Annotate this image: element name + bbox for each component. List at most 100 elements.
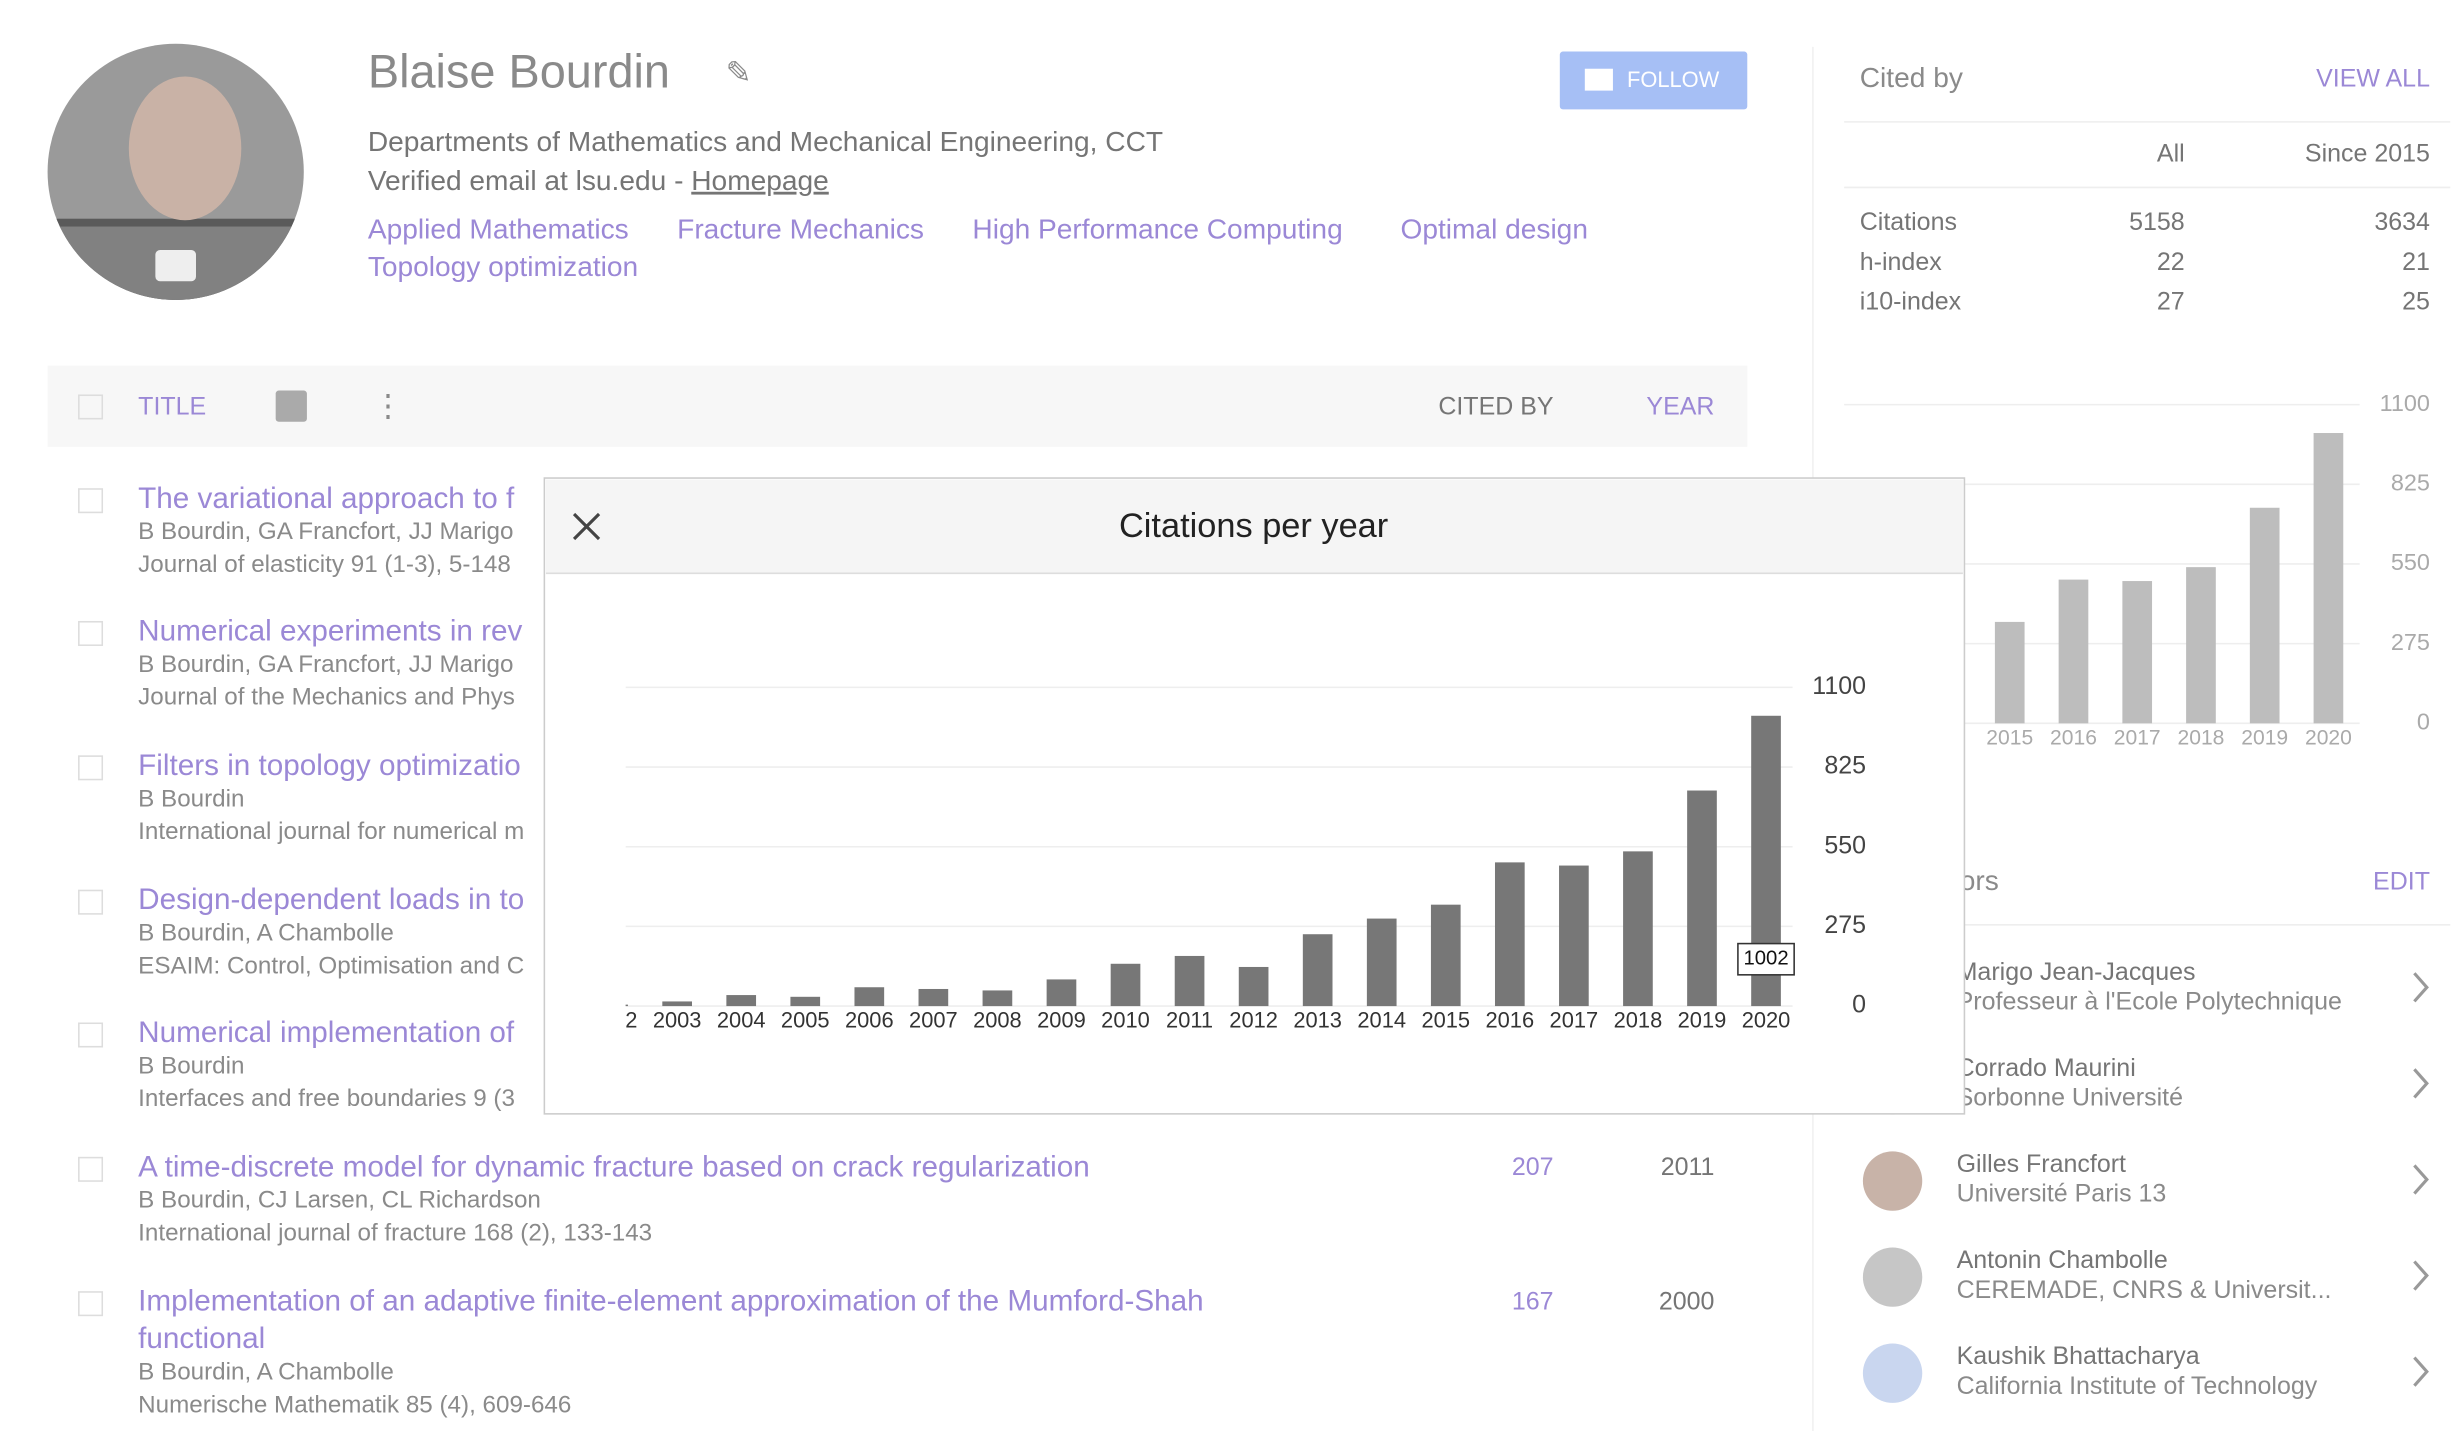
chevron[interactable] xyxy=(2413,972,2429,1003)
tooltip-label: 1002 xyxy=(1743,948,1788,970)
interest-link[interactable]: Applied Mathematics xyxy=(368,214,629,245)
coauthor-name[interactable]: Gilles Francfort xyxy=(1957,1150,2126,1178)
y-tick-label: 550 xyxy=(2391,549,2430,575)
row-checkbox[interactable] xyxy=(78,488,104,514)
article-title[interactable]: The variational approach to f xyxy=(138,482,515,515)
row-checkbox[interactable] xyxy=(78,889,104,915)
x-tick-label: 2016 xyxy=(2050,727,2097,750)
email: Verified email at lsu.edu - Homepage xyxy=(368,165,829,196)
article-title[interactable]: Design-dependent loads in to xyxy=(138,883,524,916)
table-header xyxy=(47,365,1748,447)
y-tick-label: 275 xyxy=(2391,629,2430,655)
article-title[interactable]: Filters in topology optimizatio xyxy=(138,749,521,782)
bar xyxy=(1559,865,1589,1007)
edit-coauthors[interactable]: EDIT xyxy=(2373,867,2430,895)
chevron[interactable] xyxy=(2413,1356,2429,1387)
cited-by-count[interactable]: 167 xyxy=(1512,1287,1554,1315)
article-title[interactable]: Implementation of an adaptive finite-ele… xyxy=(138,1285,1203,1318)
coauthor-name[interactable]: Antonin Chambolle xyxy=(1957,1246,2168,1274)
article-title[interactable]: functional xyxy=(138,1322,265,1355)
x-tick-label: 2008 xyxy=(973,1007,1022,1032)
more-icon[interactable]: ⋮ xyxy=(373,388,404,423)
camera-icon[interactable] xyxy=(155,249,196,282)
coauthor-name[interactable]: Kaushik Bhattacharya xyxy=(1957,1342,2200,1370)
y-tick-label: 0 xyxy=(2417,708,2430,734)
x-tick-label: 2004 xyxy=(717,1007,766,1032)
x-tick-label: 2007 xyxy=(909,1007,958,1032)
interest-link[interactable]: High Performance Computing xyxy=(972,214,1342,245)
interest-link[interactable]: Topology optimization xyxy=(368,251,638,282)
row-checkbox[interactable] xyxy=(78,1156,104,1182)
x-tick-label: 2017 xyxy=(1550,1007,1599,1032)
sort-year[interactable]: YEAR xyxy=(1646,392,1714,420)
x-tick-label: 2018 xyxy=(2178,727,2225,750)
interest-link[interactable]: Fracture Mechanics xyxy=(677,214,924,245)
cited-by-count[interactable]: 207 xyxy=(1512,1153,1554,1181)
bar xyxy=(625,1004,628,1007)
x-tick-label: 2018 xyxy=(1614,1007,1663,1032)
column-header: All xyxy=(2157,139,2185,167)
row-checkbox[interactable] xyxy=(78,1291,104,1317)
bar xyxy=(726,995,757,1007)
chevron[interactable] xyxy=(2413,1068,2429,1099)
bar xyxy=(1994,621,2025,724)
article-title[interactable]: Numerical experiments in rev xyxy=(138,615,522,648)
x-tick-label: 2019 xyxy=(1678,1007,1727,1032)
coauthor-affiliation: CEREMADE, CNRS & Universit... xyxy=(1957,1276,2332,1304)
view-all[interactable]: VIEW ALL xyxy=(2316,64,2430,92)
row-checkbox[interactable] xyxy=(78,620,104,646)
column-header: Since 2015 xyxy=(2305,139,2430,167)
x-tick-label: 2020 xyxy=(2305,727,2352,750)
coauthor-avatar xyxy=(1862,1247,1923,1307)
article-authors: B Bourdin, GA Francfort, JJ Marigo xyxy=(138,651,513,678)
mail-icon xyxy=(1584,68,1613,91)
follow-button[interactable] xyxy=(1559,51,1748,110)
metric-since: 21 xyxy=(2402,248,2430,276)
close-button[interactable] xyxy=(572,512,601,541)
article-authors: B Bourdin xyxy=(138,785,244,812)
x-tick-label: 2019 xyxy=(2241,727,2288,750)
article-authors: B Bourdin, A Chambolle xyxy=(138,1359,394,1386)
y-tick-label: 825 xyxy=(2391,469,2430,495)
bar xyxy=(2313,433,2344,724)
bar xyxy=(1687,790,1717,1007)
coauthor-name[interactable]: Corrado Maurini xyxy=(1957,1054,2136,1082)
bar xyxy=(1366,918,1397,1007)
homepage-link[interactable]: Homepage xyxy=(691,165,829,196)
select-all[interactable] xyxy=(78,394,104,420)
interest-link[interactable]: Optimal design xyxy=(1400,214,1588,245)
article-venue: ESAIM: Control, Optimisation and C xyxy=(138,952,524,979)
y-tick-label: 1100 xyxy=(1812,672,1866,700)
chevron[interactable] xyxy=(2413,1164,2429,1195)
x-tick-label: 2015 xyxy=(1986,727,2033,750)
metric-all: 5158 xyxy=(2129,208,2185,236)
article-title[interactable]: Numerical implementation of xyxy=(138,1016,515,1049)
article-title[interactable]: A time-discrete model for dynamic fractu… xyxy=(138,1150,1090,1183)
bar xyxy=(1623,851,1653,1007)
y-tick-label: 825 xyxy=(1824,752,1866,780)
chevron[interactable] xyxy=(2413,1260,2429,1291)
tooltip xyxy=(1737,942,1795,976)
row-checkbox[interactable] xyxy=(78,755,104,781)
coauthor-name[interactable]: Marigo Jean-Jacques xyxy=(1957,958,2196,986)
add-icon[interactable] xyxy=(275,390,307,422)
metric-since: 3634 xyxy=(2374,208,2430,236)
bar xyxy=(2122,581,2153,724)
coauthor-avatar xyxy=(1862,1343,1923,1403)
dialog: Citations per year 200220032004200520062… xyxy=(543,477,1966,1115)
bar xyxy=(1430,904,1461,1007)
article-authors: B Bourdin, GA Francfort, JJ Marigo xyxy=(138,518,513,545)
edit-icon[interactable]: ✎ xyxy=(726,55,752,90)
row-checkbox[interactable] xyxy=(78,1022,104,1048)
y-tick-label: 550 xyxy=(1824,831,1866,859)
article-venue: Interfaces and free boundaries 9 (3 xyxy=(138,1085,515,1112)
bar xyxy=(918,988,949,1007)
dialog-box xyxy=(543,477,1966,1115)
metric-all: 22 xyxy=(2157,248,2185,276)
y-axis: 0 275 550 825 1100 xyxy=(1812,672,1866,1019)
dialog-header xyxy=(545,479,1963,574)
article-authors: B Bourdin, CJ Larsen, CL Richardson xyxy=(138,1187,541,1214)
sort-title[interactable]: TITLE xyxy=(138,392,206,420)
